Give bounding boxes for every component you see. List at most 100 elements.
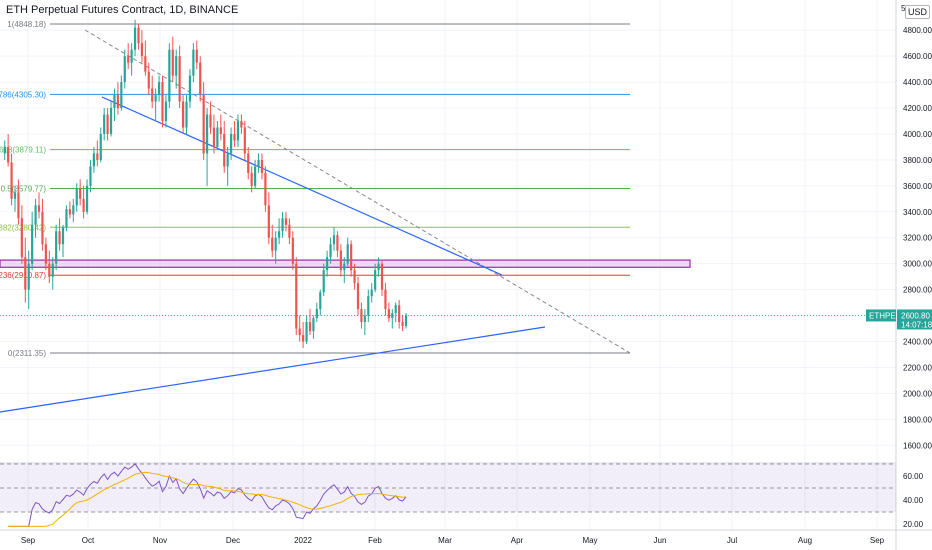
candle — [130, 49, 133, 63]
time-axis-label: Aug — [798, 536, 812, 545]
candle — [79, 188, 82, 199]
candle — [356, 283, 360, 310]
candle — [370, 289, 373, 297]
price-tick-label: 4600.00 — [903, 52, 932, 61]
candle — [223, 133, 226, 167]
candle — [61, 227, 65, 245]
symbol-badge — [866, 309, 896, 322]
fib-level-label-2: 0.618(3879.11) — [0, 146, 46, 155]
candle — [127, 56, 130, 63]
candle — [250, 172, 253, 186]
candle — [151, 88, 154, 102]
price-tick-label: 4400.00 — [903, 78, 932, 87]
price-axis-top-label: 5 — [901, 4, 906, 13]
fib-level-label-4: 0.382(3280.42) — [0, 223, 46, 232]
rsi-ma-line — [8, 471, 407, 527]
candle — [103, 114, 106, 134]
time-axis-label: Feb — [368, 536, 382, 545]
time-axis-label: Jun — [654, 536, 667, 545]
price-tick-label: 3400.00 — [903, 208, 932, 217]
candle — [106, 114, 109, 134]
candle — [68, 209, 71, 215]
candle — [58, 231, 61, 245]
price-tick-label: 3800.00 — [903, 156, 932, 165]
price-tick-label: 3000.00 — [903, 260, 932, 269]
candle — [305, 322, 308, 342]
candle — [123, 56, 126, 83]
candle — [13, 192, 17, 199]
candle — [380, 263, 384, 290]
candle — [41, 211, 44, 245]
descending-trendline — [101, 96, 503, 276]
price-tick-label: 1800.00 — [903, 415, 932, 424]
candle — [247, 153, 250, 173]
candle — [387, 309, 390, 319]
candle — [3, 146, 6, 154]
candle — [31, 224, 34, 264]
candle — [72, 205, 75, 215]
candle — [260, 159, 264, 173]
candle — [209, 114, 212, 128]
candle — [401, 322, 404, 326]
fib-level-label-3: 0.5(3579.77) — [1, 184, 47, 193]
price-tick-label: 2000.00 — [903, 389, 932, 398]
candle — [96, 153, 99, 160]
candle — [284, 218, 288, 225]
candle — [295, 263, 298, 329]
candle — [24, 257, 27, 290]
price-tick-label: 2800.00 — [903, 286, 932, 295]
candle — [281, 218, 284, 232]
candle — [267, 205, 270, 238]
last-price-badge — [897, 309, 932, 330]
candle — [195, 49, 198, 63]
candle — [367, 296, 370, 316]
candle — [226, 153, 229, 167]
candle — [257, 159, 260, 167]
candle — [192, 49, 195, 76]
candle — [394, 305, 397, 313]
time-axis-label: Apr — [511, 536, 524, 545]
candle — [85, 185, 89, 212]
candle — [99, 133, 102, 160]
candle — [202, 95, 205, 154]
candle — [20, 218, 23, 258]
candle — [10, 162, 13, 199]
rsi-tick-label: 40.00 — [903, 496, 924, 505]
time-axis-label: May — [582, 536, 597, 545]
candle — [171, 49, 174, 76]
candle — [308, 322, 312, 332]
price-tick-label: 2200.00 — [903, 363, 932, 372]
candle — [120, 82, 123, 109]
candle — [374, 270, 377, 290]
time-axis-label: Mar — [438, 536, 452, 545]
candle — [271, 237, 274, 251]
rsi-line — [8, 463, 407, 527]
candle — [240, 121, 243, 128]
countdown-label: 14:07:18 — [901, 320, 932, 329]
candle — [212, 127, 216, 147]
currency-button[interactable]: USD — [905, 5, 931, 19]
candle — [51, 263, 54, 277]
candle — [188, 75, 192, 102]
time-axis-label: 2022 — [294, 536, 312, 545]
candle — [326, 257, 329, 271]
candle — [236, 121, 240, 141]
price-tick-label: 3200.00 — [903, 234, 932, 243]
candle — [144, 56, 147, 72]
candle — [346, 244, 349, 264]
candle — [353, 270, 356, 284]
price-tick-label: 1600.00 — [903, 441, 932, 450]
candle — [37, 205, 41, 212]
candle — [322, 270, 325, 293]
candle — [113, 95, 116, 109]
candle — [154, 95, 157, 102]
candle — [89, 166, 92, 186]
time-axis-label: Oct — [82, 536, 95, 545]
candle — [384, 289, 387, 310]
candle — [175, 56, 178, 76]
candle — [44, 244, 47, 264]
candle — [133, 27, 137, 50]
candle — [291, 237, 294, 264]
candle — [278, 231, 281, 238]
